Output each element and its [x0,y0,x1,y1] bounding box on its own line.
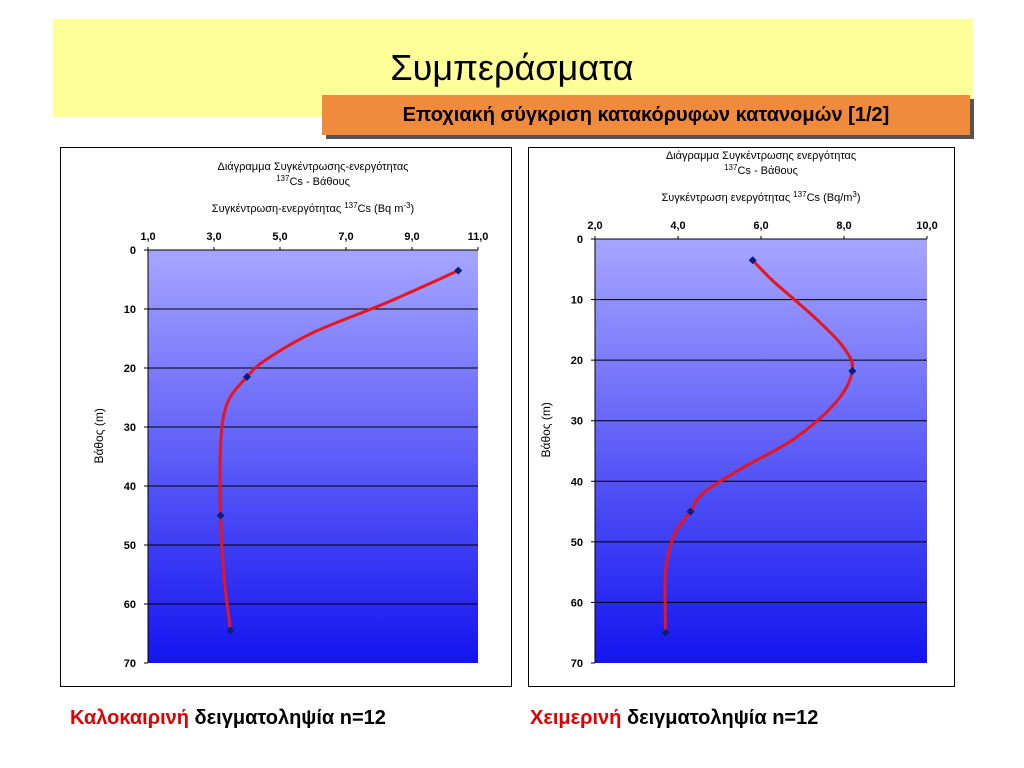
x-tick-label: 8,0 [836,220,851,232]
x-tick-label: 5,0 [272,231,287,243]
y-tick-label: 60 [124,599,136,611]
y-tick-label: 0 [577,234,583,246]
y-tick-label: 0 [130,245,136,257]
series-curve [218,269,459,631]
caption-winter-season: Χειμερινή [530,707,622,729]
y-axis-label: Βάθος (m) [539,402,553,457]
x-tick-label: 1,0 [140,231,155,243]
y-tick-label: 10 [124,304,136,316]
data-point [216,511,225,520]
x-tick-label: 10,0 [916,220,937,232]
x-axis-label: Συγκέντρωση ενεργότητας 137Cs (Bq/m3) [661,190,860,205]
x-tick-label: 11,0 [468,231,489,243]
chart-title-line2: 137Cs - Βάθους [724,163,798,178]
chart-winter: Διάγραμμα Συγκέντρωσης ενεργότητας137Cs … [539,150,938,670]
y-tick-label: 20 [124,363,136,375]
data-point [748,256,757,265]
slide-subtitle: Εποχιακή σύγκριση κατακόρυφων κατανομών … [402,103,890,126]
x-tick-label: 6,0 [753,220,768,232]
plot-area [148,250,478,663]
chart-right-frame: Διάγραμμα Συγκέντρωσης ενεργότητας 137Cs … [528,147,955,687]
data-point [454,266,463,275]
x-tick-label: 7,0 [338,231,353,243]
y-tick-label: 60 [571,597,583,609]
y-tick-label: 10 [571,295,583,307]
x-tick-label: 4,0 [670,220,685,232]
y-tick-label: 40 [571,476,583,488]
chart-title-line1: Διάγραμμα Συγκέντρωσης ενεργότητας [666,150,856,162]
y-tick-label: 30 [124,422,136,434]
plot-area [595,239,927,663]
caption-summer: Καλοκαιρινή δειγματοληψία n=12 [70,707,386,730]
y-tick-label: 20 [571,355,583,367]
caption-winter: Χειμερινή δειγματοληψία n=12 [530,707,818,730]
data-point [686,507,695,516]
y-tick-label: 50 [571,537,583,549]
caption-summer-season: Καλοκαιρινή [70,707,189,729]
x-tick-label: 3,0 [206,231,221,243]
data-point [226,626,235,635]
chart-left-frame: Διάγραμμα Συγκέντρωσης-ενεργότητας 137Cs … [60,147,512,687]
data-point [661,628,670,637]
series-curve [663,259,855,633]
caption-summer-rest: δειγματοληψία n=12 [194,707,386,729]
y-tick-label: 30 [571,416,583,428]
chart-title-line2: 137Cs - Βάθους [276,174,350,189]
y-tick-label: 70 [124,658,136,670]
data-point [243,372,251,381]
chart-title-line1: Διάγραμμα Συγκέντρωσης-ενεργότητας [218,161,409,173]
x-tick-label: 9,0 [404,231,419,243]
x-tick-label: 2,0 [587,220,602,232]
y-tick-label: 50 [124,540,136,552]
x-axis-label: Συγκέντρωση-ενεργότητας 137Cs (Bq m-3) [212,201,414,216]
data-point [848,367,857,376]
y-tick-label: 40 [124,481,136,493]
subtitle-box: Εποχιακή σύγκριση κατακόρυφων κατανομών … [322,95,970,135]
y-tick-label: 70 [571,658,583,670]
caption-winter-rest: δειγματοληψία n=12 [626,707,819,729]
chart-summer: Διάγραμμα Συγκέντρωσης-ενεργότητας137Cs … [92,161,489,670]
y-axis-label: Βάθος (m) [92,408,106,463]
slide-title: Συμπεράσματα [390,47,634,88]
